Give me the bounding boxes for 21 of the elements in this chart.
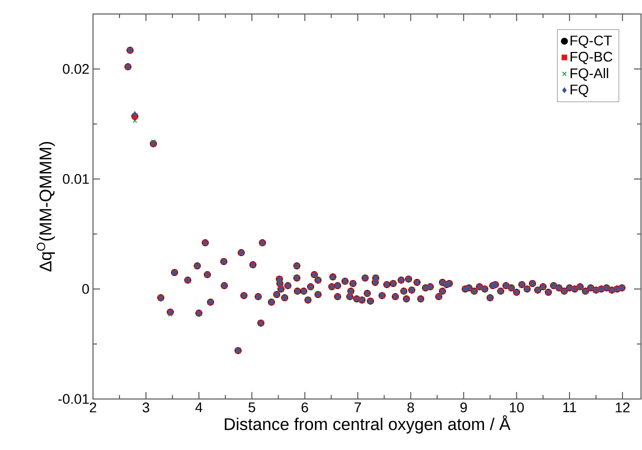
legend-label: FQ-CT [570,36,612,48]
x-axis-title: Distance from central oxygen atom / Å [224,415,510,434]
x-tick-label: 3 [142,402,150,412]
x-tick-label: 2 [90,402,96,412]
legend-label: FQ-All [570,68,608,81]
x-tick-label: 12 [616,402,630,412]
legend-label: FQ-BC [570,52,612,64]
x-tick-label: 11 [563,402,576,412]
x-tick-label: 5 [248,402,256,412]
x-tick-label: 7 [354,402,361,412]
x-tick-label: 8 [407,402,414,412]
x-tick-label: 6 [302,402,308,412]
y-tick-label: -0.01 [58,394,89,404]
legend-label: FQ [570,84,588,97]
x-tick-label: 4 [195,402,202,412]
y-tick-label: 0 [82,284,89,294]
y-tick-label: 0.01 [62,174,89,184]
x-tick-label: 10 [510,402,524,412]
y-axis-title: Δq$^{O}$(MM-QMMM) [36,142,55,272]
y-tick-label: 0.02 [62,64,89,74]
x-tick-label: 9 [460,402,467,412]
